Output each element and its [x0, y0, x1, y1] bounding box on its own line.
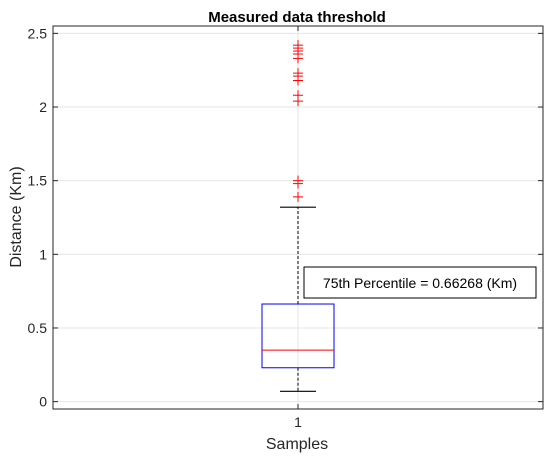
y-tick-label: 1	[39, 246, 47, 262]
plot-area: 0 0.5 1 1.5 2 2.5 1 75th Percentile = 0.66268 (…	[28, 25, 544, 430]
axes-frame	[52, 25, 544, 410]
y-tick-label: 2	[39, 99, 47, 115]
annotation-text: 75th Percentile = 0.66268 (Km)	[323, 275, 517, 291]
y-tick-label: 2.5	[28, 25, 48, 41]
x-tick-label: 1	[294, 414, 302, 430]
chart-title: Measured data threshold	[208, 9, 386, 26]
outlier-point	[293, 90, 303, 101]
annotation-box: 75th Percentile = 0.66268 (Km)	[303, 266, 537, 299]
outlier-point	[293, 68, 303, 79]
y-axis-label: Distance (Km)	[8, 166, 25, 267]
y-tick-label: 0.5	[28, 320, 48, 336]
outlier-point	[293, 191, 303, 202]
x-axis-label: Samples	[266, 436, 328, 453]
iqr-box	[261, 303, 335, 369]
outlier-point	[293, 40, 303, 51]
outlier-point	[293, 175, 303, 186]
y-tick-label: 1.5	[28, 173, 48, 189]
y-tick-label: 0	[39, 394, 47, 410]
annotation-frame	[303, 266, 537, 299]
